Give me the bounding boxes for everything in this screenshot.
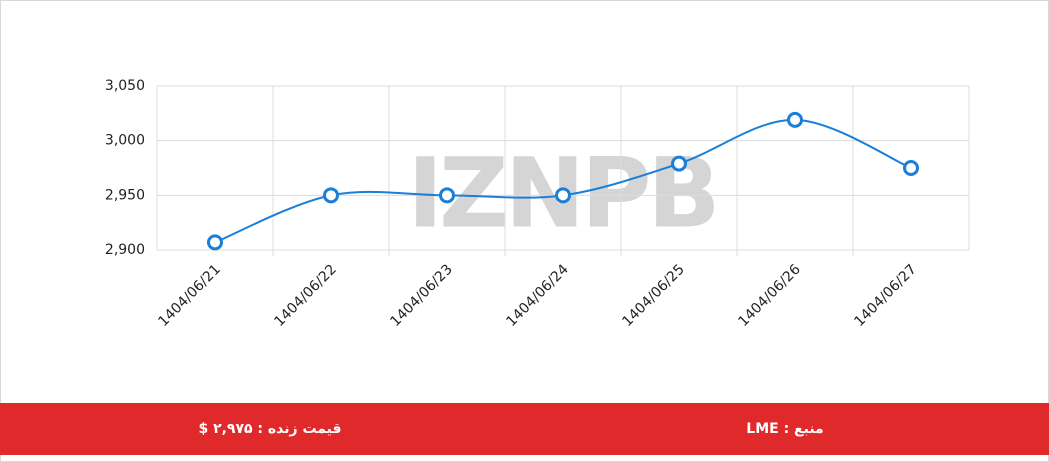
live-price: قیمت زنده : ۲,۹۷۵ $ [198,421,341,437]
x-tick-label: 1404/06/26 [735,261,803,329]
point [323,187,339,204]
footer-bar [0,403,1049,455]
y-tick-label: 3,050 [105,78,145,94]
point [787,111,803,128]
x-tick-label: 1404/06/24 [503,261,571,329]
y-tick-label: 2,950 [105,187,145,203]
point [555,187,571,204]
x-tick-label: 1404/06/23 [387,262,455,330]
x-tick-label: 1404/06/22 [271,262,339,330]
point [903,160,919,176]
point [439,187,455,204]
x-tick-label: 1404/06/25 [619,262,687,330]
source: منبع : LME [746,421,823,437]
point [207,234,223,251]
point [671,155,687,172]
y-tick-label: 2,900 [105,242,145,258]
x-tick-label: 1404/06/21 [155,262,223,330]
x-tick-label: 1404/06/27 [851,262,919,330]
y-tick-label: 3,000 [105,133,145,149]
